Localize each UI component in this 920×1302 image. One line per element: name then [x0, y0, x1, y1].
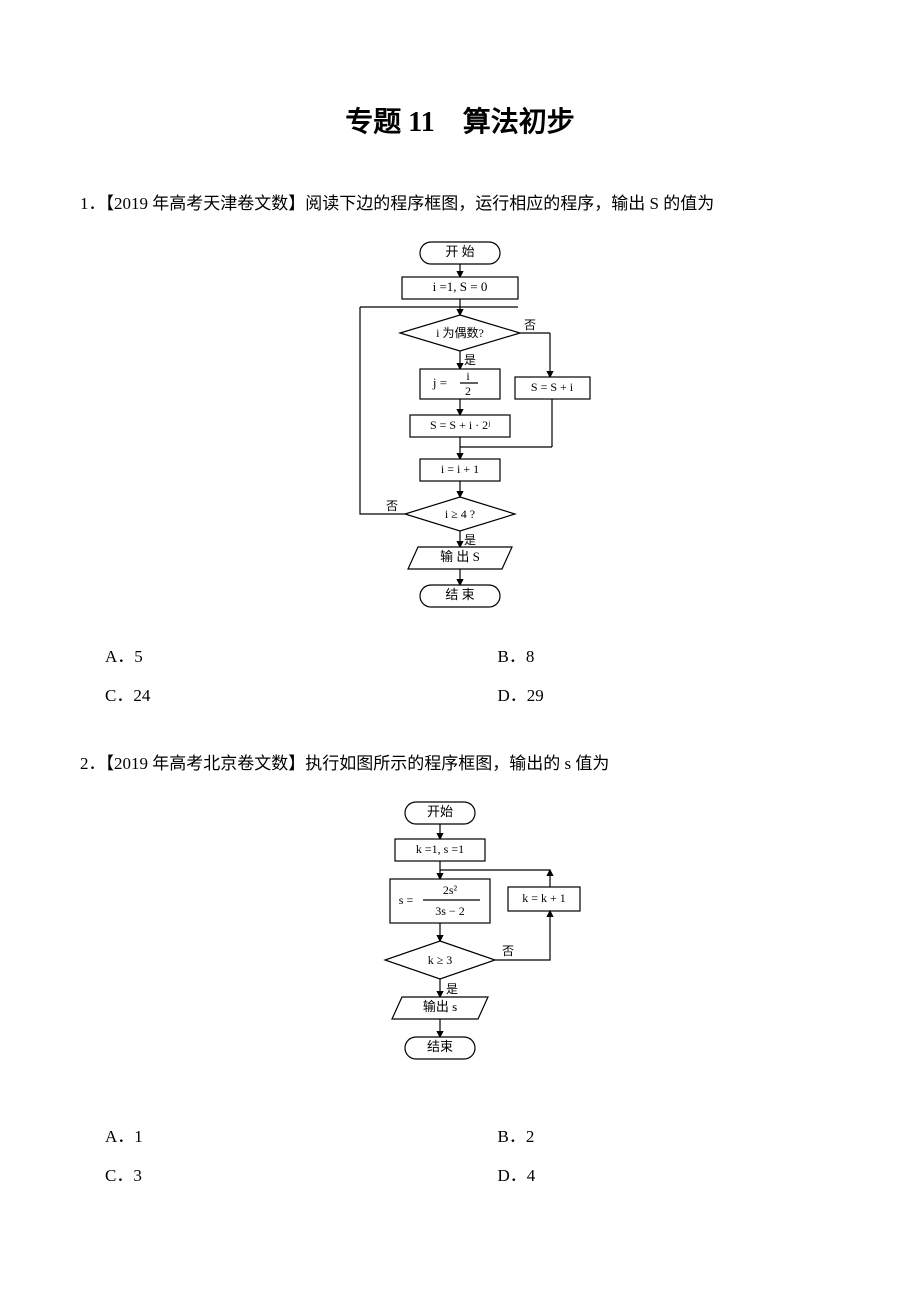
question-2: 2．【2019 年高考北京卷文数】执行如图所示的程序框图，输出的 s 值为 开始…: [80, 750, 840, 1200]
fc2-output: 输出 s: [423, 999, 457, 1014]
q1-option-d: D．29: [473, 681, 841, 706]
fc2-lhs: s =: [399, 893, 414, 907]
fc2-cond: k ≥ 3: [428, 953, 453, 967]
q2-option-a: A．1: [105, 1122, 473, 1147]
fc-yes1: 是: [464, 353, 476, 367]
fc2-end: 结束: [427, 1039, 453, 1054]
fc-end: 结 束: [445, 587, 474, 602]
fc-mul: S = S + i · 2ʲ: [430, 418, 490, 432]
svg-text:2: 2: [465, 384, 471, 398]
fc2-den: 3s − 2: [435, 904, 464, 918]
q1-options: A．5 B．8 C．24 D．29: [80, 642, 840, 720]
fc-yes2: 是: [464, 533, 476, 547]
q2-flowchart: 开始 k =1, s =1 s = 2s² 3s − 2 k = k + 1 k…: [80, 797, 840, 1102]
svg-text:j =: j =: [432, 375, 447, 390]
fc2-sidek: k = k + 1: [522, 891, 566, 905]
fc-cond1: i 为偶数?: [436, 325, 484, 340]
question-1-stem: 1．【2019 年高考天津卷文数】阅读下边的程序框图，运行相应的程序，输出 S …: [80, 190, 840, 217]
q1-option-b: B．8: [473, 642, 841, 667]
question-1: 1．【2019 年高考天津卷文数】阅读下边的程序框图，运行相应的程序，输出 S …: [80, 190, 840, 720]
fc2-no: 否: [502, 944, 514, 958]
q2-option-d: D．4: [473, 1161, 841, 1186]
fc2-yes: 是: [446, 982, 458, 996]
fc-output: 输 出 S: [440, 549, 480, 564]
question-2-stem: 2．【2019 年高考北京卷文数】执行如图所示的程序框图，输出的 s 值为: [80, 750, 840, 777]
fc2-start: 开始: [427, 804, 453, 819]
fc-init: i =1, S = 0: [433, 279, 488, 294]
fc-incr: i = i + 1: [441, 462, 479, 476]
fc-start: 开 始: [445, 244, 474, 259]
page-title: 专题 11 算法初步: [80, 100, 840, 140]
fc-side1: S = S + i: [531, 380, 574, 394]
q1-flowchart: 开 始 i =1, S = 0 i 为偶数? 否 是 j = i 2: [80, 237, 840, 622]
q1-option-a: A．5: [105, 642, 473, 667]
fc2-init: k =1, s =1: [416, 842, 464, 856]
fc-no1: 否: [524, 318, 536, 332]
q2-options: A．1 B．2 C．3 D．4: [80, 1122, 840, 1200]
q2-option-b: B．2: [473, 1122, 841, 1147]
fc-no2: 否: [386, 499, 398, 513]
fc-cond2: i ≥ 4 ?: [445, 507, 475, 521]
q2-option-c: C．3: [105, 1161, 473, 1186]
fc2-num: 2s²: [443, 883, 458, 897]
q1-option-c: C．24: [105, 681, 473, 706]
